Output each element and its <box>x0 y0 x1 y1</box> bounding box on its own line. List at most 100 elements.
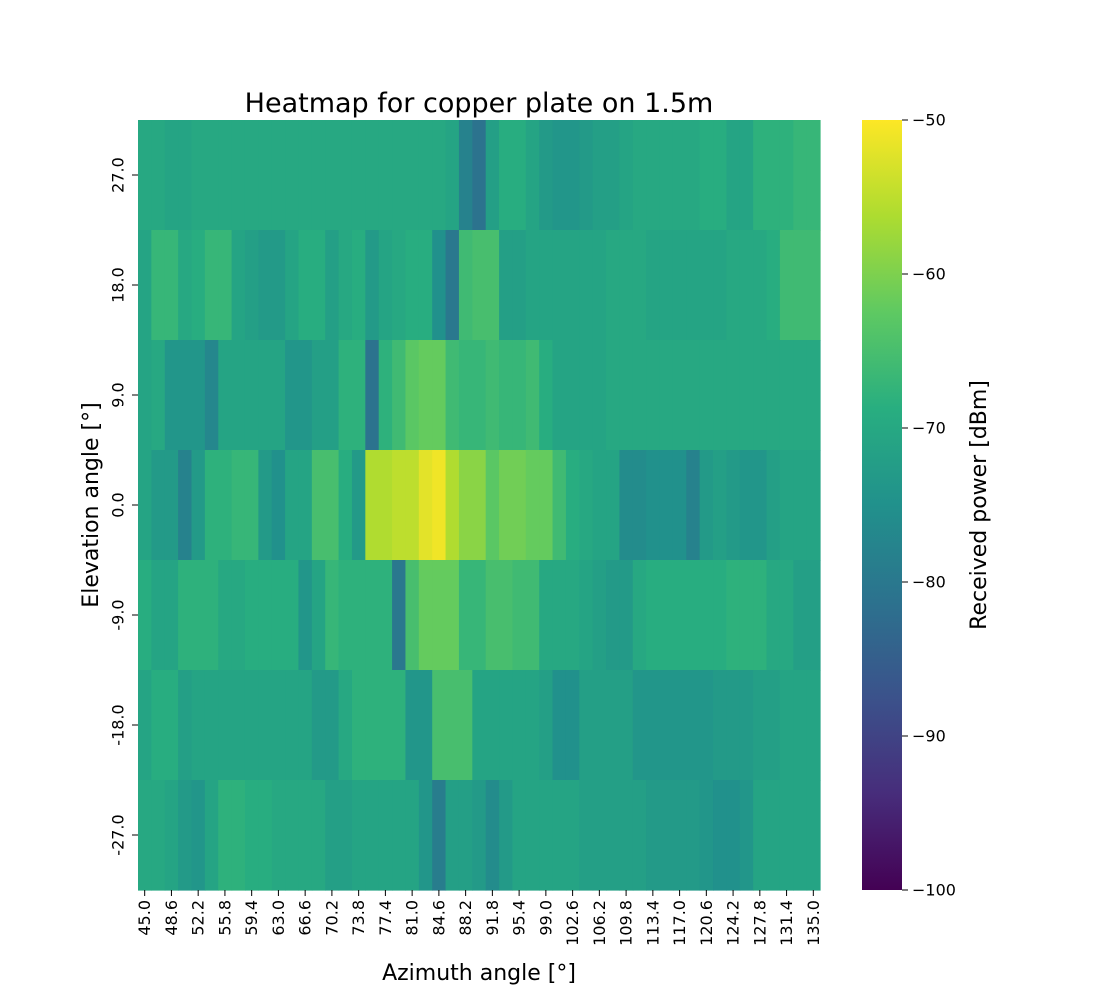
heatmap-cell <box>191 120 206 231</box>
heatmap-cell <box>204 450 219 561</box>
heatmap-cell <box>753 670 768 781</box>
heatmap-cell <box>646 230 661 341</box>
heatmap-cell <box>619 450 634 561</box>
y-axis-label: Elevation angle [°] <box>79 402 104 607</box>
heatmap-cell <box>405 230 420 341</box>
heatmap-cell <box>579 450 594 561</box>
heatmap-cell <box>779 340 794 451</box>
heatmap-cell <box>244 670 259 781</box>
heatmap-cell <box>753 780 768 891</box>
heatmap-cell <box>512 120 527 231</box>
heatmap-cell <box>351 670 366 781</box>
x-tick-label: 113.4 <box>643 900 662 946</box>
colorbar-tick-label: −60 <box>912 265 946 284</box>
heatmap-cell <box>191 230 206 341</box>
x-tick-label: 77.4 <box>376 900 395 936</box>
heatmap-cell <box>338 450 353 561</box>
heatmap-cell <box>632 670 647 781</box>
heatmap-cell <box>164 670 179 781</box>
heatmap-cell <box>539 670 554 781</box>
heatmap-cell <box>779 780 794 891</box>
heatmap-cell <box>766 230 781 341</box>
heatmap-cell <box>739 560 754 671</box>
heatmap-cell <box>191 780 206 891</box>
x-tick-label: 91.8 <box>483 900 502 936</box>
heatmap-cell <box>579 780 594 891</box>
heatmap-cell <box>338 780 353 891</box>
heatmap-cell <box>632 780 647 891</box>
heatmap-cell <box>258 670 273 781</box>
heatmap-cell <box>806 670 821 781</box>
heatmap-cell <box>218 780 233 891</box>
heatmap-cell <box>686 560 701 671</box>
heatmap-cell <box>244 340 259 451</box>
heatmap-cell <box>592 450 607 561</box>
heatmap-cell <box>632 340 647 451</box>
heatmap-cell <box>271 670 286 781</box>
heatmap-cell <box>365 230 380 341</box>
heatmap-cell <box>378 560 393 671</box>
heatmap-cell <box>231 780 246 891</box>
heatmap-cell <box>606 450 621 561</box>
heatmap-cell <box>793 780 808 891</box>
heatmap-cell <box>806 340 821 451</box>
heatmap-cell <box>512 780 527 891</box>
x-tick-label: 102.6 <box>563 900 582 946</box>
heatmap-cell <box>779 230 794 341</box>
heatmap-cell <box>579 120 594 231</box>
heatmap-cell <box>525 560 540 671</box>
heatmap-cell <box>552 450 567 561</box>
heatmap-cell <box>485 780 500 891</box>
x-tick-label: 135.0 <box>804 900 823 946</box>
heatmap-cell <box>311 450 326 561</box>
heatmap-cell <box>392 670 407 781</box>
heatmap-cell <box>632 120 647 231</box>
heatmap-cell <box>739 450 754 561</box>
heatmap-cell <box>258 560 273 671</box>
heatmap-cell <box>405 120 420 231</box>
heatmap-cell <box>311 780 326 891</box>
heatmap-cell <box>244 560 259 671</box>
heatmap-cell <box>766 560 781 671</box>
heatmap-cell <box>164 120 179 231</box>
heatmap-cell <box>592 780 607 891</box>
heatmap-cell <box>539 120 554 231</box>
heatmap-cell <box>365 120 380 231</box>
heatmap-cell <box>793 450 808 561</box>
heatmap-cell <box>499 560 514 671</box>
heatmap-cell <box>405 450 420 561</box>
heatmap-cell <box>806 230 821 341</box>
chart-title: Heatmap for copper plate on 1.5m <box>245 88 714 119</box>
heatmap-cell <box>766 670 781 781</box>
x-tick-label: 124.2 <box>724 900 743 946</box>
heatmap-cell <box>499 230 514 341</box>
colorbar-tick-label: −70 <box>912 419 946 438</box>
heatmap-cell <box>271 340 286 451</box>
y-tick-label: 9.0 <box>109 382 128 407</box>
heatmap-cell <box>311 120 326 231</box>
x-tick-label: 99.0 <box>536 900 555 936</box>
heatmap-cell <box>659 120 674 231</box>
heatmap-cell <box>325 120 340 231</box>
heatmap-cell <box>285 120 300 231</box>
heatmap-cell <box>378 340 393 451</box>
heatmap-cell <box>646 340 661 451</box>
heatmap-cell <box>779 560 794 671</box>
heatmap-cell <box>552 670 567 781</box>
heatmap-cell <box>418 560 433 671</box>
heatmap-cell <box>298 120 313 231</box>
x-tick-label: 117.0 <box>670 900 689 946</box>
heatmap-cell <box>458 780 473 891</box>
heatmap-cell <box>204 230 219 341</box>
heatmap-cell <box>271 230 286 341</box>
heatmap-cell <box>806 560 821 671</box>
heatmap-cell <box>151 230 166 341</box>
heatmap-cell <box>432 340 447 451</box>
heatmap-cell <box>565 120 580 231</box>
heatmap-cell <box>325 780 340 891</box>
heatmap-cell <box>806 450 821 561</box>
heatmap-cell <box>699 340 714 451</box>
heatmap-cell <box>178 230 193 341</box>
heatmap-cell <box>365 780 380 891</box>
heatmap-cell <box>793 120 808 231</box>
